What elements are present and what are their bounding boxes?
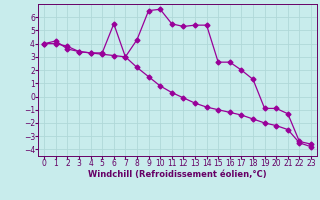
X-axis label: Windchill (Refroidissement éolien,°C): Windchill (Refroidissement éolien,°C) <box>88 170 267 179</box>
